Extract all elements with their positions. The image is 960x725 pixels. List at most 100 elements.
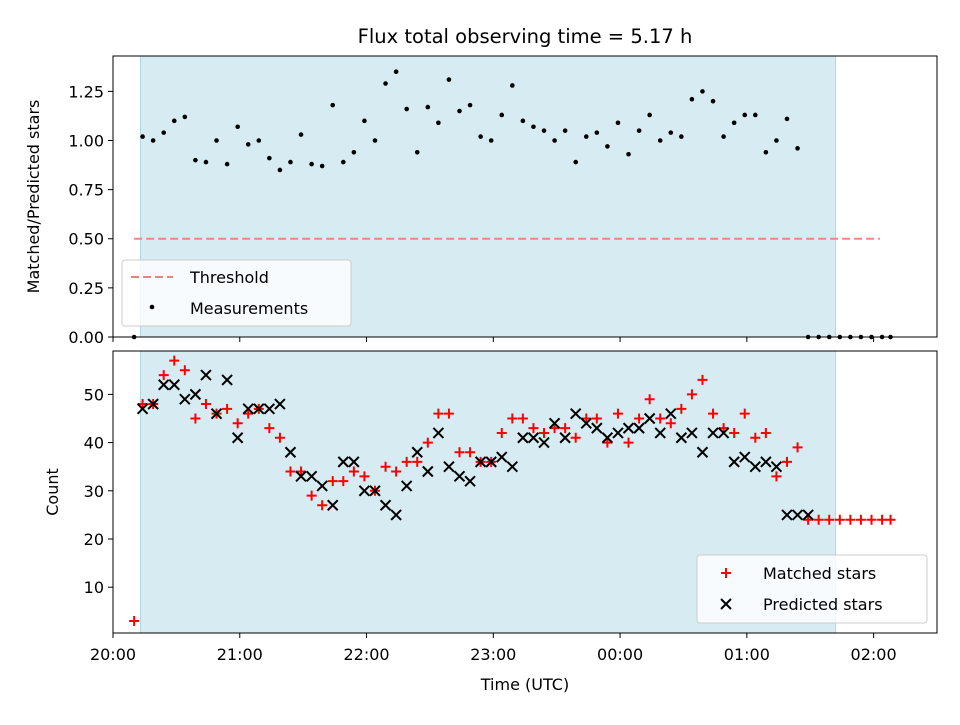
measurement-point <box>277 167 283 173</box>
predicted-star-point <box>781 509 793 521</box>
measurement-point <box>446 77 452 82</box>
matched-star-point <box>855 514 866 525</box>
predicted-star-point <box>147 398 159 410</box>
legend-predicted-swatch <box>720 598 732 610</box>
legend-matched-swatch <box>721 568 731 578</box>
y-tick-label: 20 <box>84 530 104 549</box>
measurement-point <box>404 106 409 112</box>
measurement-point <box>763 149 769 155</box>
predicted-star-point <box>443 460 455 473</box>
predicted-star-point <box>337 456 350 468</box>
predicted-star-point <box>675 432 688 444</box>
legend-measurements-label: Measurements <box>190 299 308 318</box>
matched-star-point <box>391 466 402 477</box>
predicted-star-point <box>295 470 307 483</box>
measurement-point <box>626 151 631 157</box>
matched-star-point <box>274 432 285 443</box>
measurement-point <box>267 155 272 161</box>
measurement-point <box>150 138 156 143</box>
matched-star-point <box>422 437 433 448</box>
matched-star-point <box>665 418 676 429</box>
measurement-point <box>193 157 198 163</box>
predicted-star-point <box>422 465 434 478</box>
matched-star-point <box>296 466 307 477</box>
matched-star-point <box>232 418 243 429</box>
measurement-point <box>605 144 610 149</box>
matched-star-point <box>676 403 687 414</box>
matched-star-point <box>885 514 896 525</box>
x-tick-label: 00:00 <box>597 645 643 664</box>
measurement-point <box>309 161 314 167</box>
legend-measurements-swatch <box>149 304 155 310</box>
measurement-point <box>393 69 399 75</box>
predicted-star-point <box>242 403 254 415</box>
predicted-star-point <box>253 403 265 415</box>
matched-star-point <box>359 471 370 482</box>
measurement-point <box>583 134 589 139</box>
measurement-point <box>520 118 526 124</box>
panel-2: 10 20 30 40 50 20:00 21:00 22:00 23:00 00:00 01:00… <box>43 350 938 694</box>
measurement-point <box>721 134 726 139</box>
matched-star-point <box>792 442 803 453</box>
matched-star-point <box>200 399 211 410</box>
measurement-point <box>700 89 705 94</box>
matched-star-point <box>443 408 454 419</box>
predicted-star-point <box>432 427 445 439</box>
predicted-star-point <box>538 436 550 449</box>
y-tick-label: 0.75 <box>68 181 104 200</box>
predicted-star-point <box>136 403 149 415</box>
matched-star-point <box>190 413 201 424</box>
matched-star-point <box>697 374 708 385</box>
predicted-star-point <box>496 451 508 463</box>
x-tick-label: 20:00 <box>90 645 136 664</box>
predicted-star-point <box>179 393 191 405</box>
matched-star-point <box>454 447 465 458</box>
predicted-star-point <box>739 451 751 463</box>
predicted-star-point <box>284 446 297 458</box>
measurement-point <box>203 159 209 165</box>
y-axis-label: Matched/Predicted stars <box>24 100 43 294</box>
matched-star-point <box>686 389 697 400</box>
matched-star-point <box>539 427 550 438</box>
matched-star-point <box>655 413 666 424</box>
matched-star-point <box>412 456 423 467</box>
measurement-point <box>742 112 748 118</box>
predicted-star-point <box>274 398 286 410</box>
y-tick-label: 0.25 <box>68 279 104 298</box>
measurement-point <box>351 149 357 155</box>
predicted-star-point <box>168 379 180 391</box>
x-tick-label: 02:00 <box>851 645 897 664</box>
measurement-point <box>668 130 674 135</box>
measurement-point <box>499 112 505 118</box>
matched-star-point <box>877 514 888 525</box>
matched-star-point <box>129 615 140 626</box>
measurement-point <box>679 134 684 139</box>
measurement-point <box>372 138 378 143</box>
predicted-star-point <box>696 446 709 458</box>
measurement-point <box>214 138 219 143</box>
predicted-star-point <box>348 456 360 468</box>
matched-star-point <box>634 413 645 424</box>
y-tick-label: 1.00 <box>68 131 104 150</box>
measurement-point <box>562 128 568 133</box>
predicted-star-point <box>158 379 170 391</box>
measurement-point <box>383 81 388 86</box>
matched-star-point <box>581 413 592 424</box>
predicted-star-point <box>189 388 202 401</box>
matched-star-point <box>179 365 190 376</box>
predicted-star-point <box>622 422 635 434</box>
predicted-star-point <box>749 460 762 473</box>
predicted-star-point <box>379 499 392 511</box>
measurement-point <box>224 161 230 167</box>
x-axis-label: Time (UTC) <box>480 675 569 694</box>
measurement-point <box>531 124 536 130</box>
predicted-star-point <box>686 427 698 439</box>
y-axis-label: Count <box>43 468 62 516</box>
matched-star-point <box>338 476 349 487</box>
measurement-point <box>573 159 579 165</box>
matched-star-point <box>517 413 528 424</box>
measurement-point <box>467 102 473 108</box>
matched-star-point <box>317 500 328 511</box>
matched-star-point <box>507 413 518 424</box>
